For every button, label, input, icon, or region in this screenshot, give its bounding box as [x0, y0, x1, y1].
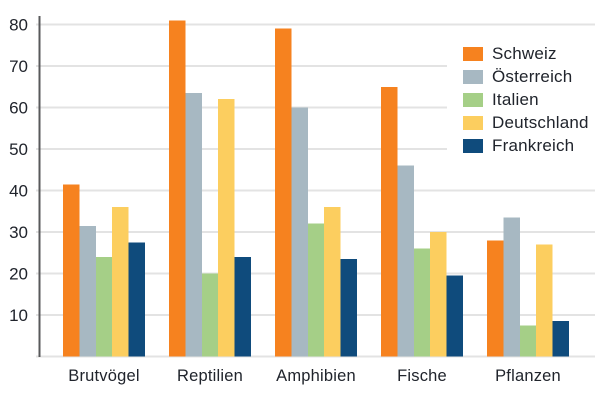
- x-axis-category-label: Reptilien: [177, 367, 243, 385]
- chart-legend: Schweiz Österreich Italien Deutschland F…: [447, 38, 600, 161]
- x-axis-category-label: Brutvögel: [68, 367, 140, 385]
- x-axis-category-label: Pflanzen: [495, 367, 561, 385]
- legend-item: Schweiz: [463, 42, 600, 65]
- bar: [487, 240, 504, 357]
- bar: [340, 258, 357, 357]
- x-axis-category-label: Fische: [397, 367, 447, 385]
- x-axis-category-label: Amphibien: [276, 367, 356, 385]
- legend-swatch: [463, 69, 483, 84]
- y-axis-tick-label: 30: [9, 223, 28, 242]
- bar: [430, 232, 447, 357]
- legend-swatch: [463, 115, 483, 130]
- bar: [381, 86, 398, 357]
- legend-item: Österreich: [463, 65, 600, 88]
- bar: [291, 107, 308, 357]
- bar: [79, 225, 96, 357]
- legend-label: Österreich: [492, 66, 573, 86]
- bar: [218, 99, 235, 357]
- bar: [413, 248, 431, 357]
- bar: [234, 256, 251, 357]
- y-axis-tick-label: 10: [9, 306, 28, 325]
- legend-label: Italien: [492, 89, 539, 109]
- y-axis-tick-label: 20: [9, 265, 28, 284]
- bar: [519, 325, 537, 357]
- bar: [169, 20, 186, 357]
- bar: [112, 207, 129, 357]
- y-axis-tick-label: 60: [9, 99, 28, 118]
- bar: [536, 244, 553, 357]
- bar: [503, 217, 520, 357]
- bar: [201, 273, 219, 357]
- legend-item: Italien: [463, 88, 600, 111]
- legend-swatch: [463, 92, 483, 107]
- bar: [307, 223, 325, 357]
- legend-label: Schweiz: [492, 43, 557, 63]
- y-axis-tick-label: 70: [9, 57, 28, 76]
- legend-item: Deutschland: [463, 111, 600, 134]
- bar: [95, 256, 113, 357]
- y-axis-tick-label: 50: [9, 140, 28, 159]
- legend-label: Frankreich: [492, 135, 575, 155]
- bar: [275, 28, 292, 357]
- y-axis-tick-label: 80: [9, 16, 28, 35]
- bar: [128, 242, 145, 357]
- bar: [324, 207, 341, 357]
- bar: [552, 321, 569, 357]
- bar: [63, 184, 80, 357]
- legend-swatch: [463, 138, 483, 153]
- bar: [446, 275, 463, 357]
- bar: [397, 165, 414, 357]
- legend-item: Frankreich: [463, 134, 600, 157]
- y-axis-tick-label: 40: [9, 182, 28, 201]
- legend-swatch: [463, 46, 483, 61]
- legend-label: Deutschland: [492, 112, 589, 132]
- bar: [185, 92, 202, 357]
